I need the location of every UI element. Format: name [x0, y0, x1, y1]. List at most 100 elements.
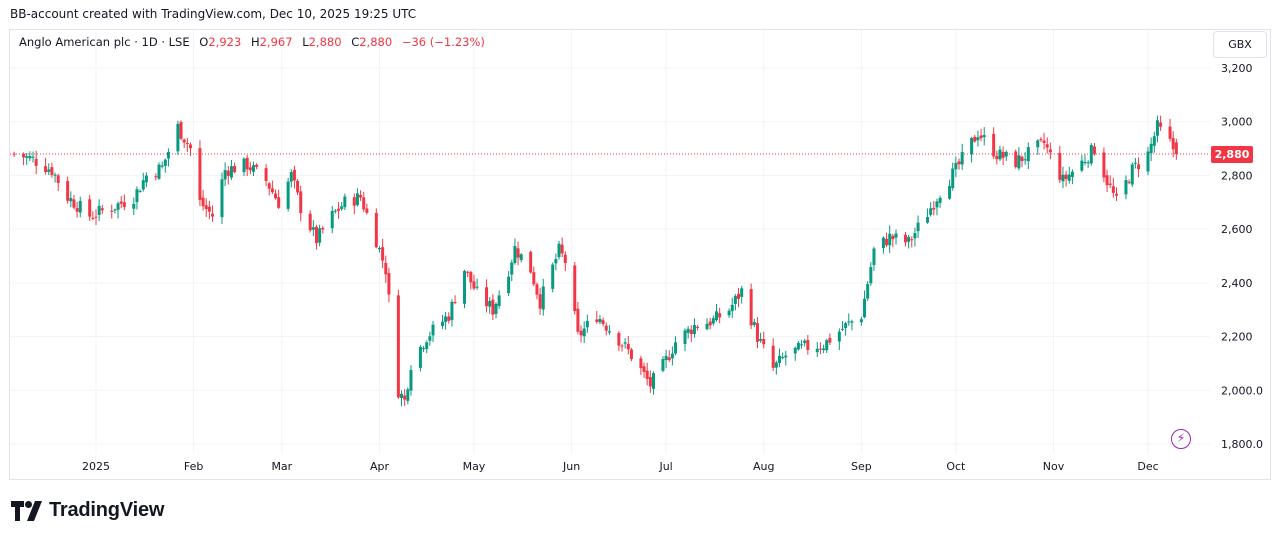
candle [223, 162, 227, 186]
candle-body [781, 356, 785, 358]
candle-body [737, 293, 741, 299]
x-axis[interactable]: 2025 Feb Mar Apr May Jun Jul Aug Sep Oct Nov Dec [82, 460, 1159, 473]
candle-body [340, 206, 344, 210]
candle [752, 318, 756, 328]
candle [620, 343, 624, 352]
candle [538, 287, 542, 315]
high-label: H [250, 35, 260, 49]
candle [806, 334, 810, 355]
candle-body [806, 340, 810, 350]
candle-body [708, 321, 712, 326]
candle [75, 201, 79, 218]
candle [50, 162, 54, 178]
candle-body [674, 342, 678, 354]
candle-body [267, 183, 271, 189]
candle [629, 347, 633, 362]
candle-body [762, 338, 766, 345]
candle [557, 240, 561, 260]
y-tick-label: 2,200 [1221, 331, 1253, 344]
candle-body [422, 348, 426, 350]
candle-body [777, 355, 781, 363]
candle [418, 345, 422, 372]
candle [639, 355, 643, 376]
candle [604, 322, 608, 336]
candle-body [585, 320, 589, 328]
candle [406, 387, 410, 405]
tradingview-logo[interactable]: TradingView [11, 499, 164, 522]
candle [840, 320, 844, 332]
candle-body [557, 243, 561, 258]
candle-body [494, 303, 498, 314]
candle-body [1133, 162, 1137, 164]
candle [674, 336, 678, 356]
open-label: O [199, 35, 209, 49]
y-axis[interactable]: 1,800.0 2,000.0 2,200 2,400 2,600 2,800 3,000 3… [1221, 62, 1263, 451]
candle-body [75, 208, 79, 212]
candle [1115, 187, 1119, 201]
candle-body [229, 166, 233, 178]
candle-body [47, 169, 51, 172]
candle-body [623, 342, 627, 344]
candle [535, 282, 539, 300]
candle-body [689, 329, 693, 335]
candle-body [850, 321, 854, 323]
close-label: C [351, 35, 360, 49]
candle [377, 246, 381, 253]
candle-body [866, 284, 870, 299]
candle [982, 127, 986, 146]
candle [560, 237, 564, 258]
chart-frame[interactable] [9, 29, 1271, 480]
candle [740, 285, 744, 304]
candle-body [299, 191, 303, 214]
symbol-title[interactable]: Anglo American plc · 1D · LSE [19, 35, 190, 49]
candle [711, 315, 715, 326]
candle-body [705, 323, 709, 330]
candle-body [626, 343, 630, 350]
candle [576, 301, 580, 335]
candle-body [1159, 122, 1163, 127]
candle [642, 362, 646, 378]
candle-body [982, 135, 986, 138]
candle [601, 317, 605, 327]
candle-body [740, 288, 744, 297]
candle [951, 162, 955, 191]
candle-body [1127, 181, 1131, 183]
candle-body [138, 191, 142, 193]
candle [1086, 160, 1090, 168]
candle [251, 161, 255, 177]
candle-body [352, 197, 356, 206]
candle [929, 202, 933, 217]
candle-body [381, 247, 385, 261]
candle-body [538, 294, 542, 309]
candle [705, 318, 709, 331]
candle-body [447, 316, 451, 321]
candle-body [242, 158, 246, 173]
candle [863, 290, 867, 319]
candle [185, 137, 189, 152]
candle [160, 161, 164, 169]
candle [444, 311, 448, 330]
candle-body [182, 139, 186, 143]
candle-body [651, 373, 655, 389]
candle-body [362, 197, 366, 210]
candle [859, 316, 863, 326]
candle [793, 346, 797, 361]
x-tick-label: 2025 [82, 460, 110, 473]
brand-wordmark: TradingView [49, 499, 165, 521]
candle-body [891, 235, 895, 240]
candle-body [683, 330, 687, 345]
lightning-icon[interactable]: ⚡ [1171, 429, 1191, 449]
candle [466, 270, 470, 277]
candle-body [1105, 175, 1109, 186]
candle-body [204, 205, 208, 210]
candle [626, 336, 630, 355]
currency-button[interactable]: GBX [1213, 31, 1267, 58]
candle [491, 294, 495, 321]
x-tick-label: Jul [658, 460, 672, 473]
candle-body [907, 236, 911, 242]
candle-body [135, 189, 139, 203]
candle [201, 189, 205, 211]
candle-body [1108, 183, 1112, 185]
candle [771, 338, 775, 372]
